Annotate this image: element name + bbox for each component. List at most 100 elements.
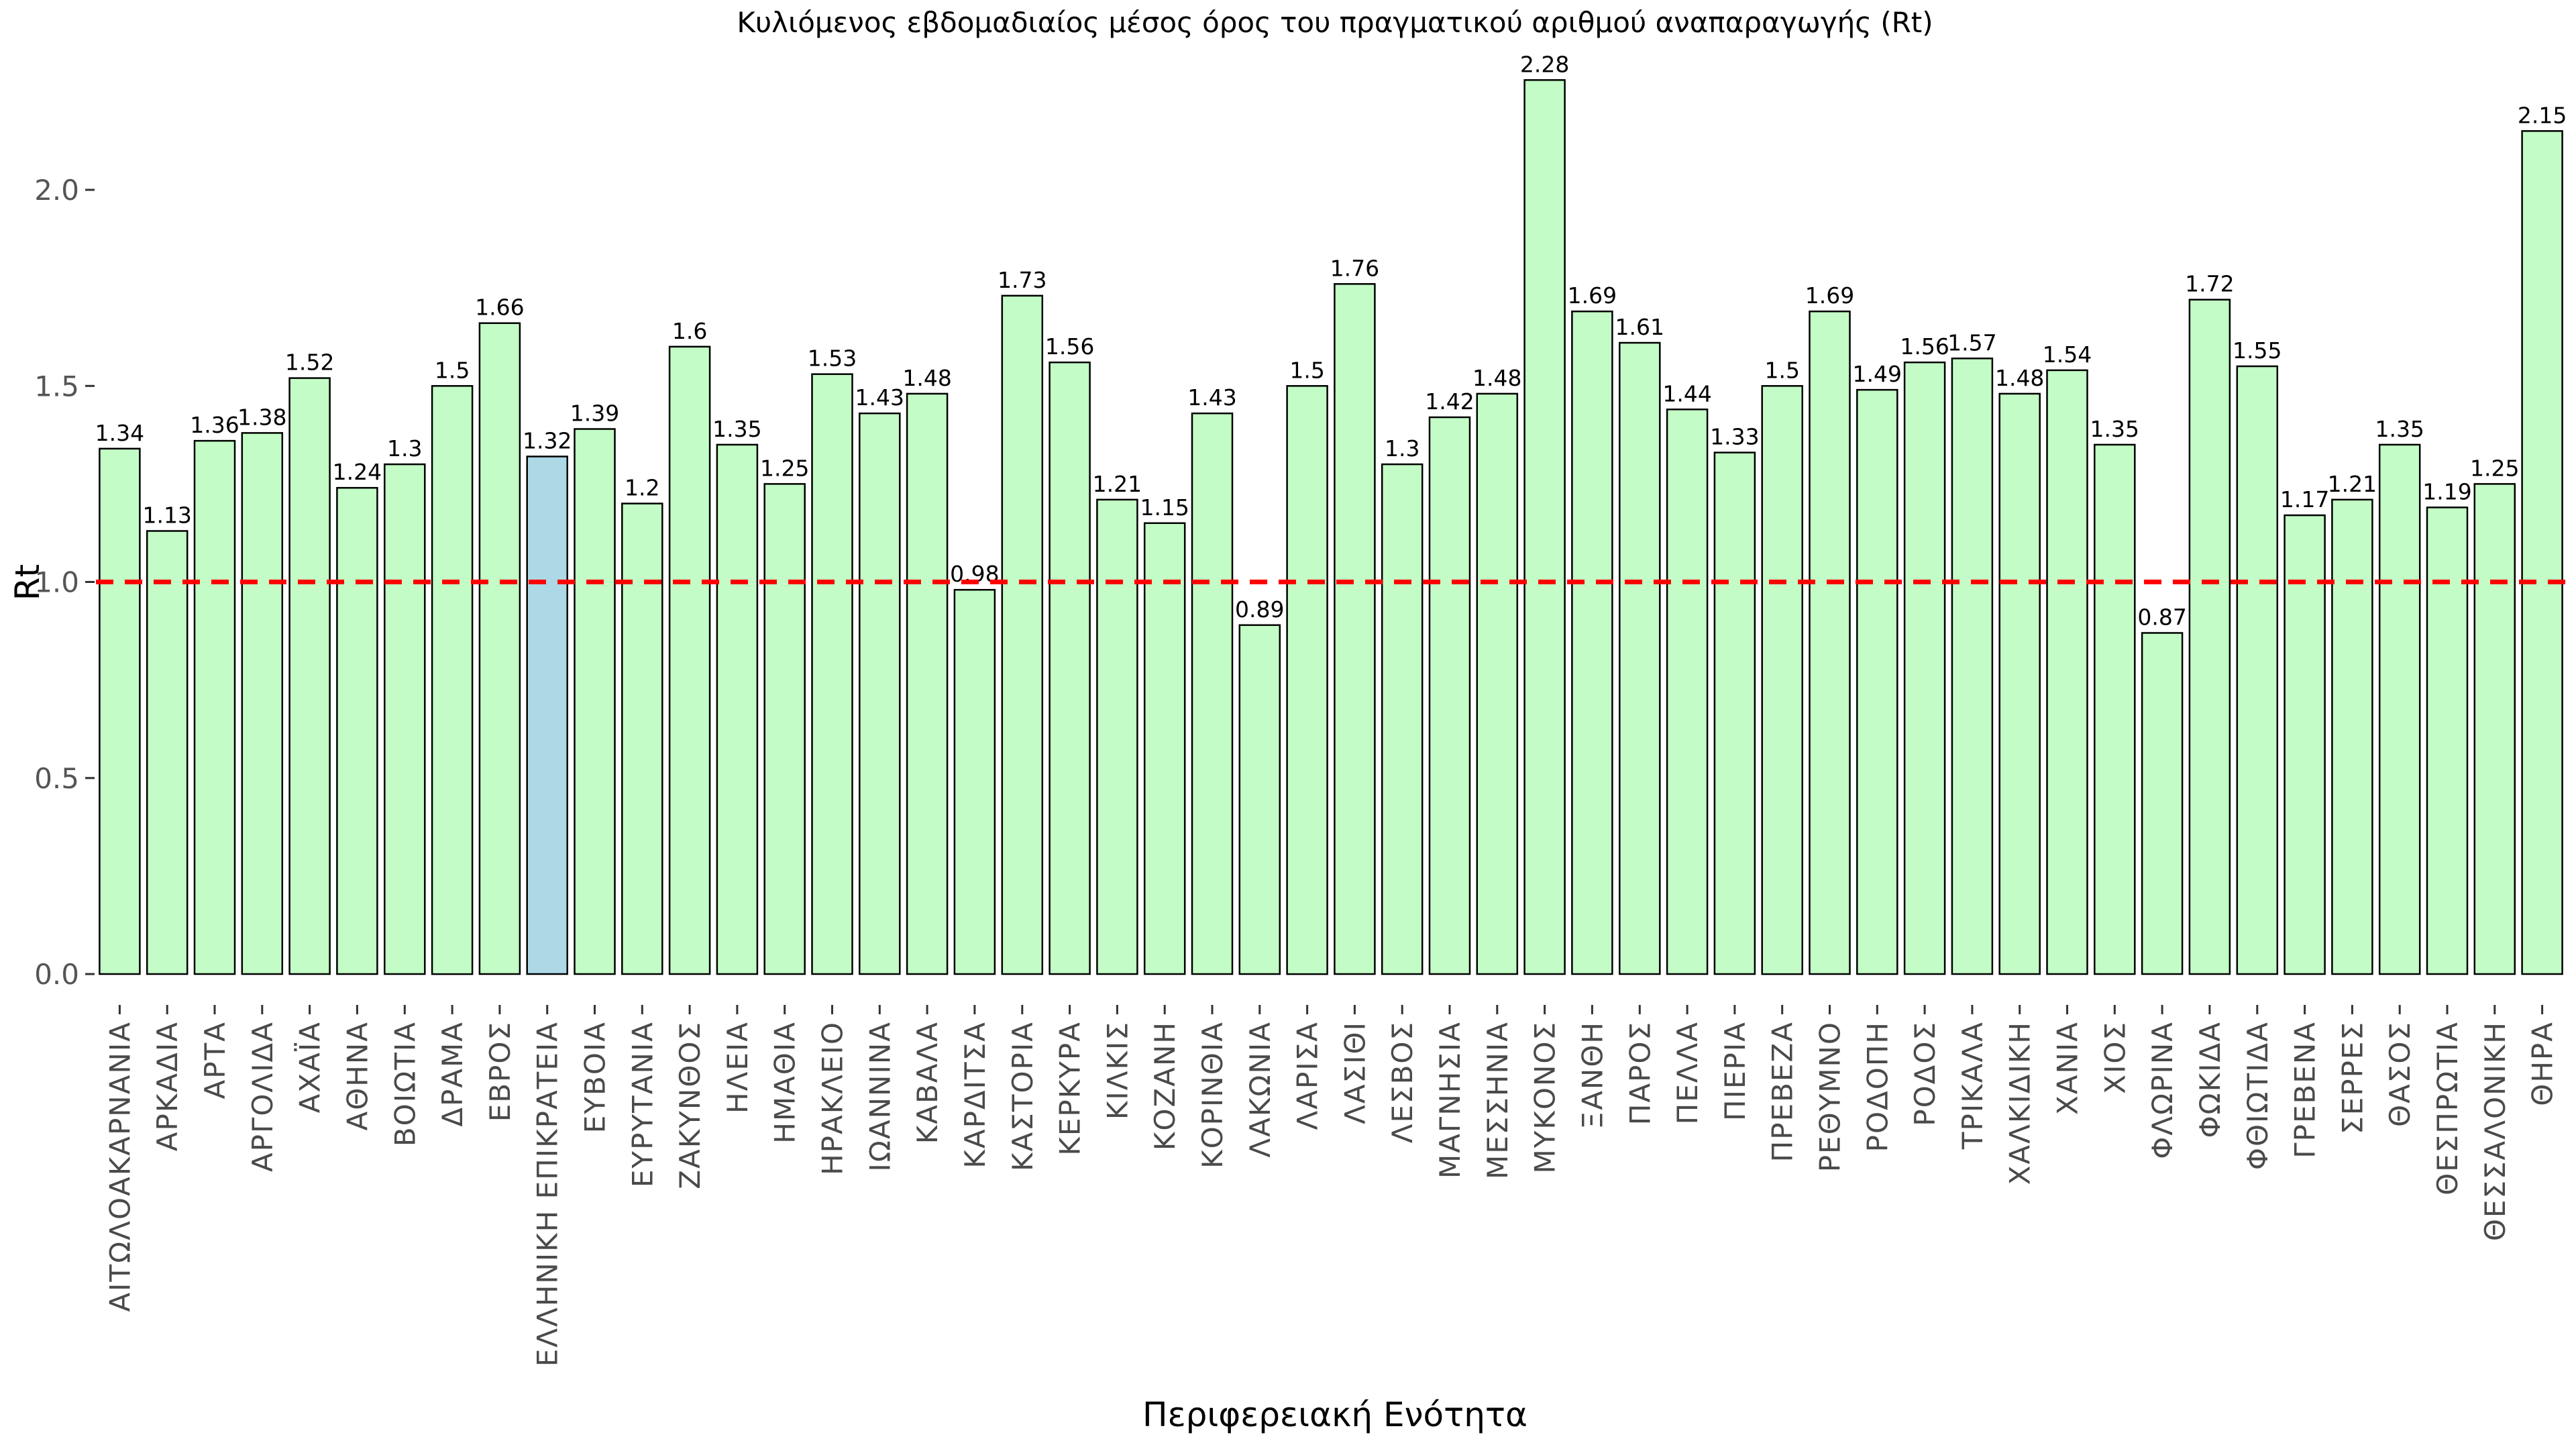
x-tick-label: ΑΘΗΝΑ xyxy=(341,1021,374,1131)
x-tick-label: ΘΕΣΣΑΛΟΝΙΚΗ xyxy=(2479,1021,2512,1241)
x-tick-label: ΕΥΒΟΙΑ xyxy=(579,1021,612,1133)
bar-value-label: 1.5 xyxy=(435,357,470,383)
bar xyxy=(1238,624,1281,975)
bar-value-label: 1.6 xyxy=(672,318,707,344)
x-tick-label: ΖΑΚΥΝΘΟΣ xyxy=(674,1021,706,1189)
bar xyxy=(1049,361,1091,975)
bar-value-label: 1.21 xyxy=(2328,471,2377,497)
x-tick-label: ΚΟΡΙΝΘΙΑ xyxy=(1196,1021,1229,1169)
x-tick-label: ΡΟΔΟΣ xyxy=(1909,1021,1941,1126)
x-tick-label: ΑΡΓΟΛΙΔΑ xyxy=(246,1021,279,1172)
bar-value-label: 1.69 xyxy=(1568,282,1617,309)
x-tick-label: ΜΥΚΟΝΟΣ xyxy=(1529,1021,1562,1174)
bar xyxy=(668,345,711,975)
x-tick-label: ΠΕΛΛΑ xyxy=(1671,1021,1704,1124)
x-tick-label: ΚΙΛΚΙΣ xyxy=(1101,1021,1134,1120)
x-tick-label: ΜΑΓΝΗΣΙΑ xyxy=(1434,1021,1466,1179)
bar-value-label: 2.15 xyxy=(2518,102,2567,128)
x-tick-label: ΠΙΕΡΙΑ xyxy=(1719,1021,1752,1121)
bar-value-label: 1.15 xyxy=(1140,494,1189,521)
x-tick-label: ΚΑΡΔΙΤΣΑ xyxy=(959,1021,991,1169)
bar xyxy=(1761,385,1803,975)
bar xyxy=(2426,506,2469,975)
bar xyxy=(1571,310,1613,975)
y-axis-layer: 0.0 0.5 1.0 1.5 2.0 xyxy=(34,174,95,991)
bar-value-label: 1.48 xyxy=(1472,365,1521,391)
bar xyxy=(1666,409,1709,975)
bar xyxy=(1998,392,2041,975)
x-tick-label: ΧΑΝΙΑ xyxy=(2051,1021,2084,1115)
bar xyxy=(384,463,426,975)
bar-value-label: 1.35 xyxy=(2375,416,2424,442)
bar xyxy=(1856,388,1898,975)
bar-value-label: 1.38 xyxy=(237,404,286,430)
bar-value-label: 1.19 xyxy=(2422,478,2471,504)
bar xyxy=(99,447,141,975)
x-tick-label: ΛΑΡΙΣΑ xyxy=(1291,1021,1324,1130)
x-tick-label: ΕΒΡΟΣ xyxy=(484,1021,517,1122)
x-tick-label: ΛΑΚΩΝΙΑ xyxy=(1244,1021,1277,1158)
bar xyxy=(2473,483,2516,975)
bar-value-label: 1.21 xyxy=(1093,471,1142,497)
y-tick-label: 0.0 xyxy=(34,958,79,991)
bar xyxy=(1286,385,1328,975)
bar-value-label: 1.43 xyxy=(855,384,904,411)
bar xyxy=(2188,299,2231,975)
x-tick-label: ΜΕΣΣΗΝΙΑ xyxy=(1481,1021,1514,1179)
bar xyxy=(1523,79,1566,975)
bar-value-label: 0.89 xyxy=(1235,596,1284,623)
bar xyxy=(906,392,949,975)
bar xyxy=(1334,283,1376,975)
bar-value-label: 1.13 xyxy=(142,502,191,529)
bar xyxy=(1809,310,1851,975)
bar-value-label: 1.36 xyxy=(190,412,239,438)
bar-value-label: 1.34 xyxy=(95,420,144,446)
bar xyxy=(1713,451,1756,975)
bar-value-label: 1.52 xyxy=(285,350,334,376)
bar xyxy=(574,428,616,975)
bar xyxy=(146,530,189,975)
x-tick-label: ΤΡΙΚΑΛΑ xyxy=(1956,1021,1989,1150)
bar xyxy=(621,502,663,975)
bar-value-label: 1.35 xyxy=(712,416,761,442)
bar-value-label: 2.28 xyxy=(1520,51,1569,77)
bar-value-label: 1.25 xyxy=(760,455,809,481)
chart-title: Κυλιόμενος εβδομαδιαίος μέσος όρος του π… xyxy=(737,6,1933,39)
bar xyxy=(1381,463,1424,975)
bar xyxy=(336,486,378,975)
bar xyxy=(526,455,568,975)
x-tick-label: ΘΑΣΟΣ xyxy=(2383,1021,2416,1127)
x-tick-label: ΠΑΡΟΣ xyxy=(1623,1021,1656,1125)
bar-value-label: 1.57 xyxy=(1947,329,1996,356)
bar xyxy=(763,483,806,975)
x-tick-label: ΣΕΡΡΕΣ xyxy=(2336,1021,2369,1134)
bar-value-label: 1.76 xyxy=(1330,255,1379,281)
bar-value-label: 0.87 xyxy=(2137,604,2186,631)
bars-layer: 1.341.131.361.381.521.241.31.51.661.321.… xyxy=(95,51,2567,975)
bar xyxy=(1191,412,1234,975)
y-axis-title: Rt xyxy=(8,564,47,600)
x-tick-label: ΘΕΣΠΡΩΤΙΑ xyxy=(2431,1021,2464,1195)
bar xyxy=(478,322,521,975)
bar xyxy=(1476,392,1519,975)
x-tick-label: ΚΑΣΤΟΡΙΑ xyxy=(1006,1021,1039,1171)
x-tick-label: ΡΟΔΟΠΗ xyxy=(1861,1021,1894,1152)
y-tick-label: 1.5 xyxy=(34,370,79,402)
bar-value-label: 1.33 xyxy=(1710,424,1759,450)
x-tick-label: ΛΕΣΒΟΣ xyxy=(1386,1021,1419,1143)
x-tick-label: ΦΛΩΡΙΝΑ xyxy=(2146,1021,2179,1159)
bar xyxy=(2331,498,2373,975)
bar-value-label: 1.24 xyxy=(333,459,382,485)
x-tick-label: ΑΙΤΩΛΟΑΚΑΡΝΑΝΙΑ xyxy=(103,1021,136,1312)
x-tick-label: ΑΡΤΑ xyxy=(199,1021,231,1099)
x-tick-label: ΛΑΣΙΘΙ xyxy=(1338,1021,1371,1124)
bar xyxy=(431,385,474,975)
bar-value-label: 1.35 xyxy=(2090,416,2139,442)
x-tick-label: ΗΛΕΙΑ xyxy=(721,1021,754,1114)
bar-value-label: 1.54 xyxy=(2043,341,2092,368)
bar xyxy=(2046,369,2088,975)
bar-value-label: 1.56 xyxy=(1900,333,1949,360)
bar-value-label: 1.25 xyxy=(2470,455,2519,481)
bar xyxy=(2521,130,2563,975)
x-tick-label: ΚΑΒΑΛΑ xyxy=(911,1021,944,1144)
